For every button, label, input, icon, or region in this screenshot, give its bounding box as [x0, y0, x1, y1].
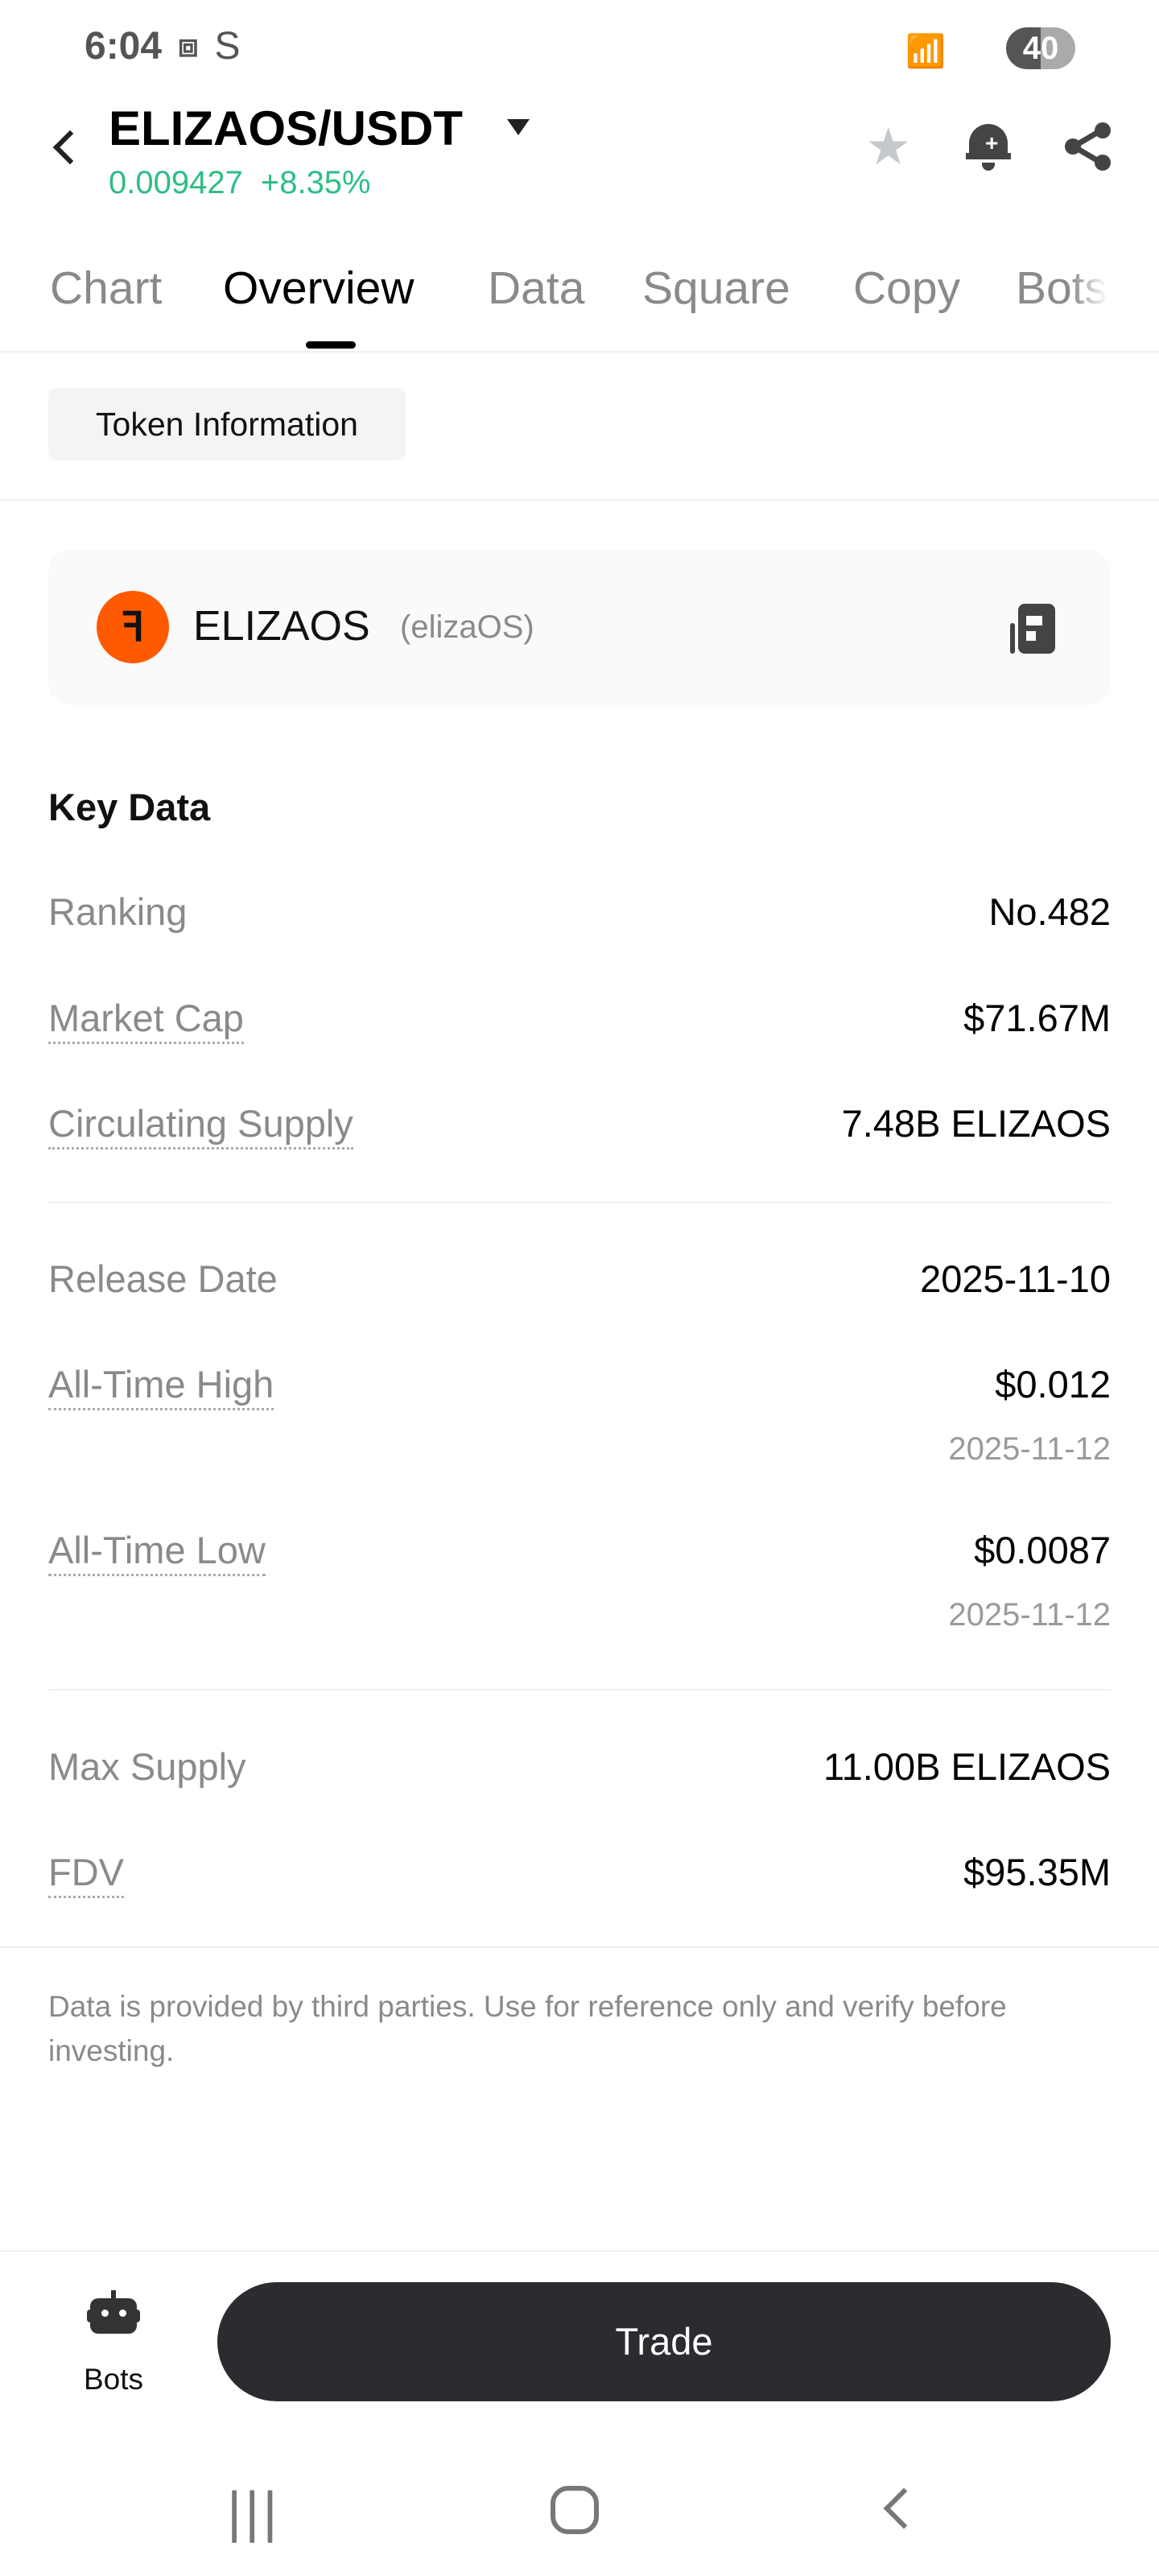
- divider: [48, 1689, 1111, 1690]
- wifi-signal-icon: 📶: [905, 34, 946, 69]
- all-time-high-date: 2025-11-12: [948, 1431, 1111, 1467]
- tab-square[interactable]: Square: [642, 262, 790, 314]
- status-time: 6:04: [85, 25, 163, 68]
- circulating-supply-label[interactable]: Circulating Supply: [48, 1101, 353, 1150]
- document-icon[interactable]: [1010, 604, 1055, 654]
- all-time-high-label[interactable]: All-Time High: [48, 1362, 274, 1410]
- max-supply-value: 11.00B ELIZAOS: [823, 1745, 1111, 1788]
- tab-overview[interactable]: Overview: [223, 262, 415, 314]
- circulating-supply-value: 7.48B ELIZAOS: [841, 1102, 1111, 1145]
- ranking-value: No.482: [988, 890, 1111, 933]
- active-tab-indicator: [306, 341, 356, 349]
- tab-copy[interactable]: Copy: [853, 262, 961, 314]
- tab-bots[interactable]: Bots: [1016, 262, 1108, 314]
- disclaimer-text: Data is provided by third parties. Use f…: [48, 1990, 1007, 2067]
- divider: [0, 1946, 1159, 1948]
- fdv-value: $95.35M: [963, 1851, 1111, 1893]
- bots-label[interactable]: Bots: [84, 2363, 144, 2396]
- price-change: +8.35%: [260, 165, 371, 200]
- price-row: 0.009427 +8.35%: [109, 165, 371, 201]
- tab-chart[interactable]: Chart: [50, 262, 163, 314]
- battery-indicator: 40: [1006, 27, 1075, 69]
- release-date-value: 2025-11-10: [920, 1257, 1111, 1300]
- market-cap-value: $71.67M: [963, 997, 1111, 1039]
- pair-dropdown-icon[interactable]: [507, 119, 530, 135]
- trade-button[interactable]: Trade: [217, 2282, 1111, 2401]
- share-icon[interactable]: [1062, 121, 1114, 172]
- screenshot-icon: ⧈: [178, 28, 199, 64]
- ranking-label: Ranking: [48, 890, 188, 933]
- favorite-star-icon[interactable]: ★: [865, 118, 912, 175]
- status-bar: 6:04 ⧈ S: [85, 24, 241, 68]
- divider: [48, 1202, 1111, 1203]
- token-information-chip[interactable]: Token Information: [48, 388, 406, 460]
- tab-data[interactable]: Data: [488, 262, 585, 314]
- divider: [0, 499, 1159, 501]
- market-cap-label[interactable]: Market Cap: [48, 996, 244, 1044]
- all-time-high-value: $0.012: [995, 1363, 1111, 1406]
- nav-back-icon[interactable]: [883, 2487, 925, 2529]
- divider: [0, 351, 1159, 353]
- token-logo: ꟻ: [97, 591, 169, 663]
- all-time-low-value: $0.0087: [974, 1529, 1111, 1571]
- price-alert-bell-icon[interactable]: +: [966, 121, 1011, 171]
- all-time-low-date: 2025-11-12: [948, 1597, 1111, 1633]
- home-icon[interactable]: [551, 2486, 599, 2534]
- token-name: (elizaOS): [400, 609, 534, 645]
- token-card[interactable]: [48, 550, 1111, 705]
- max-supply-label: Max Supply: [48, 1745, 246, 1788]
- divider: [0, 2250, 1159, 2252]
- bots-robot-icon[interactable]: [87, 2290, 140, 2335]
- fdv-label[interactable]: FDV: [48, 1850, 124, 1898]
- s-app-icon: S: [214, 25, 241, 68]
- back-icon[interactable]: [52, 130, 88, 165]
- release-date-label: Release Date: [48, 1257, 278, 1300]
- last-price: 0.009427: [109, 165, 243, 200]
- all-time-low-label[interactable]: All-Time Low: [48, 1528, 266, 1576]
- recent-apps-icon[interactable]: |||: [227, 2480, 281, 2543]
- token-symbol: ELIZAOS: [193, 603, 370, 650]
- pair-title[interactable]: ELIZAOS/USDT: [109, 101, 464, 155]
- key-data-heading: Key Data: [48, 786, 211, 828]
